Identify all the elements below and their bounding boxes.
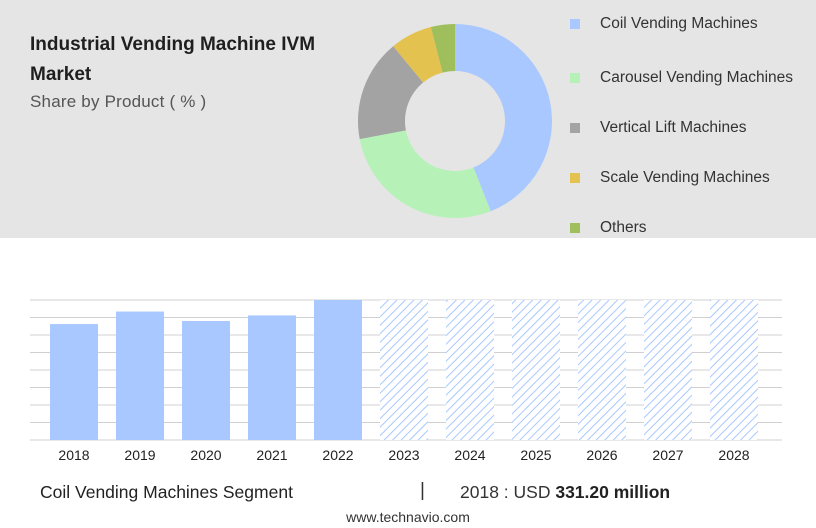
donut-slice-vertical-lift-machines xyxy=(358,46,424,140)
bar-2019 xyxy=(116,311,164,440)
legend-label: Vertical Lift Machines xyxy=(600,119,747,136)
x-tick-label: 2023 xyxy=(388,447,419,463)
bar-2022 xyxy=(314,300,362,440)
forecast-bar-2023 xyxy=(380,300,428,440)
donut-slice-coil-vending-machines xyxy=(455,24,552,212)
x-tick-label: 2022 xyxy=(322,447,353,463)
legend-swatch xyxy=(570,223,580,233)
footer: Coil Vending Machines Segment | 2018 : U… xyxy=(0,478,816,508)
year-label: 2018 : USD xyxy=(460,482,551,502)
x-tick-label: 2027 xyxy=(652,447,683,463)
bar-2018 xyxy=(50,324,98,440)
legend-item: Carousel Vending Machines xyxy=(570,66,805,85)
legend-label: Carousel Vending Machines xyxy=(600,69,794,86)
x-tick-label: 2028 xyxy=(718,447,749,463)
forecast-bar-2025 xyxy=(512,300,560,440)
forecast-bar-2028 xyxy=(710,300,758,440)
bar-2020 xyxy=(182,321,230,440)
forecast-bar-2024 xyxy=(446,300,494,440)
forecast-bar-2027 xyxy=(644,300,692,440)
legend-item: Scale Vending Machines xyxy=(570,166,805,185)
bar-2021 xyxy=(248,315,296,440)
x-tick-label: 2021 xyxy=(256,447,287,463)
footer-divider: | xyxy=(420,480,425,501)
legend-item: Others xyxy=(570,216,805,235)
source-link[interactable]: www.technavio.com xyxy=(346,509,470,525)
legend-label: Coil Vending Machines xyxy=(600,15,758,32)
x-tick-label: 2024 xyxy=(454,447,485,463)
donut-slice-carousel-vending-machines xyxy=(359,130,491,218)
legend-swatch xyxy=(570,19,580,29)
legend-swatch xyxy=(570,73,580,83)
legend-label: Others xyxy=(600,219,647,236)
x-tick-label: 2019 xyxy=(124,447,155,463)
top-panel: Industrial Vending Machine IVM Market Sh… xyxy=(0,0,816,238)
year-value: 2018 : USD 331.20 million xyxy=(460,482,670,503)
x-tick-label: 2025 xyxy=(520,447,551,463)
segment-label: Coil Vending Machines Segment xyxy=(40,482,293,502)
legend-item: Coil Vending Machines xyxy=(570,12,805,31)
x-tick-label: 2020 xyxy=(190,447,221,463)
legend-label: Scale Vending Machines xyxy=(600,169,770,186)
donut-slice-others xyxy=(430,24,455,73)
x-tick-label: 2018 xyxy=(58,447,89,463)
donut-slice-scale-vending-machines xyxy=(393,27,443,83)
legend-swatch xyxy=(570,123,580,133)
bar-chart: 2018 2019 2020 2021 2022 2023 2024 2025 2026 2027… xyxy=(30,299,782,463)
x-tick-label: 2026 xyxy=(586,447,617,463)
donut-chart xyxy=(358,24,552,218)
chart-subtitle: Share by Product ( % ) xyxy=(30,92,207,111)
legend-swatch xyxy=(570,173,580,183)
chart-title: Industrial Vending Machine IVM Market xyxy=(30,34,316,85)
forecast-bar-2026 xyxy=(578,300,626,440)
year-amount: 331.20 million xyxy=(555,482,671,502)
legend-item: Vertical Lift Machines xyxy=(570,116,805,135)
